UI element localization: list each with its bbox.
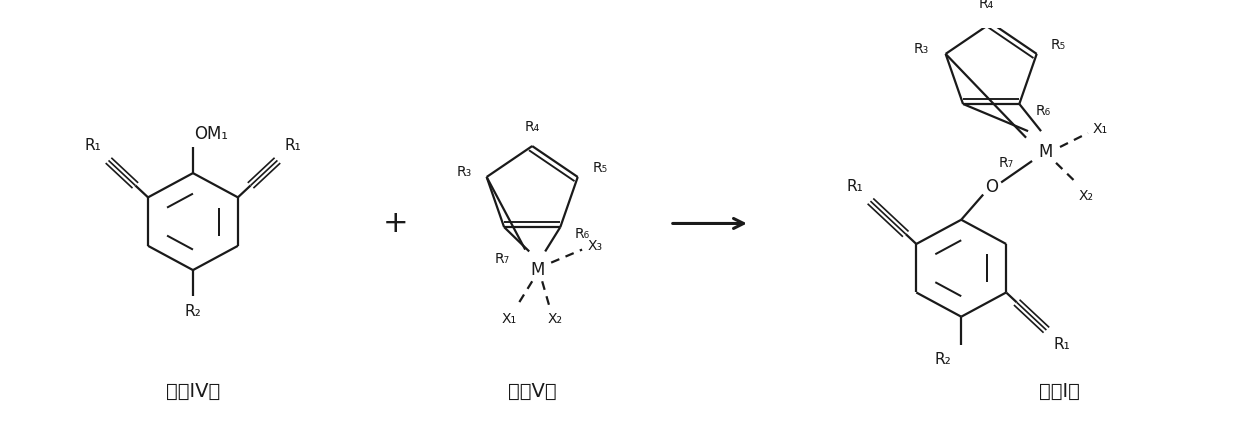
Text: R₂: R₂ <box>935 352 952 367</box>
Text: 式（IV）: 式（IV） <box>166 382 221 401</box>
Text: R₁: R₁ <box>1053 337 1070 352</box>
Text: X₃: X₃ <box>587 239 602 253</box>
Text: R₁: R₁ <box>84 138 102 154</box>
Text: R₁: R₁ <box>285 138 301 154</box>
Text: R₄: R₄ <box>524 120 540 135</box>
Text: R₇: R₇ <box>999 156 1014 170</box>
Text: 式（V）: 式（V） <box>508 382 556 401</box>
Text: R₁: R₁ <box>846 179 864 194</box>
Text: R₅: R₅ <box>592 161 607 175</box>
Text: X₂: X₂ <box>548 312 563 326</box>
Text: X₁: X₁ <box>1093 122 1108 136</box>
Text: R₃: R₃ <box>914 42 929 56</box>
Text: R₆: R₆ <box>575 227 590 242</box>
Text: +: + <box>383 209 409 238</box>
Text: R₂: R₂ <box>185 304 201 319</box>
Text: X₁: X₁ <box>502 312 517 326</box>
Text: R₆: R₆ <box>1036 104 1051 118</box>
Text: M: M <box>1038 143 1053 161</box>
Text: R₃: R₃ <box>457 165 472 179</box>
Text: X₂: X₂ <box>1078 190 1094 203</box>
Text: R₇: R₇ <box>494 252 510 266</box>
Text: O: O <box>985 178 997 196</box>
Text: R₅: R₅ <box>1051 37 1067 52</box>
Text: 式（I）: 式（I） <box>1038 382 1079 401</box>
Text: R₄: R₄ <box>979 0 994 11</box>
Text: OM₁: OM₁ <box>195 125 228 143</box>
Text: M: M <box>530 261 544 279</box>
